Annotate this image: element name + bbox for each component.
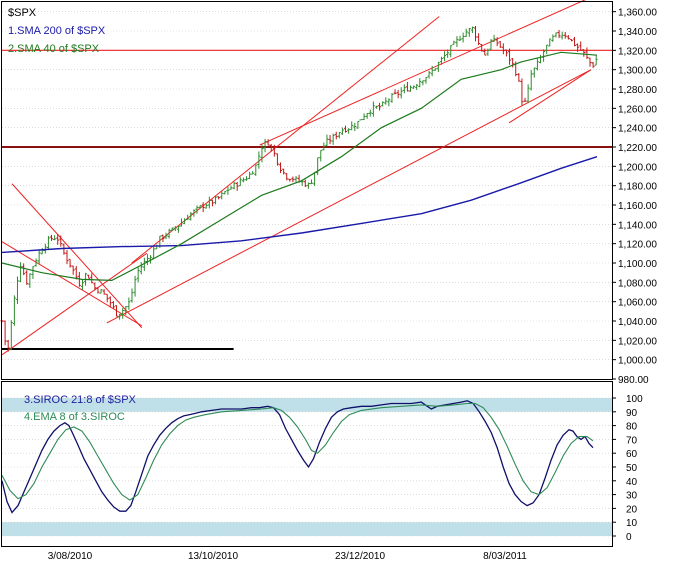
price-panel-frame xyxy=(1,1,613,380)
trend-line xyxy=(508,69,592,124)
siroc-line xyxy=(1,400,594,514)
price-y-tick-label: 1,300.00 xyxy=(618,66,657,77)
x-tick-label: 23/12/2010 xyxy=(335,551,385,562)
siroc-y-axis: 0 10 20 30 40 50 60 70 80 90 100 xyxy=(612,394,643,543)
siroc-y-tick-label: 0 xyxy=(626,532,632,543)
price-y-tick-label: 1,120.00 xyxy=(618,240,657,251)
siroc-y-tick-label: 60 xyxy=(626,449,638,460)
price-bars xyxy=(0,25,598,352)
price-y-axis: 980.00 1,000.00 1,020.00 1,040.00 1,060.00 1,… xyxy=(612,8,657,386)
price-panel: 980.00 1,000.00 1,020.00 1,040.00 1,060.00 1,… xyxy=(0,0,657,386)
x-tick-label: 3/08/2010 xyxy=(48,551,93,562)
siroc-panel-frame xyxy=(1,381,613,547)
siroc-panel: 0 10 20 30 40 50 60 70 80 90 100 3.SIROC 21:8 of $… xyxy=(1,381,643,547)
price-levels xyxy=(2,49,612,351)
x-tick-label: 8/03/2011 xyxy=(483,551,527,562)
price-y-tick-label: 1,160.00 xyxy=(618,201,657,212)
siroc-bands xyxy=(2,398,612,536)
price-y-tick-label: 1,220.00 xyxy=(618,143,657,154)
price-y-tick-label: 1,240.00 xyxy=(618,124,657,135)
x-tick-label: 13/10/2010 xyxy=(188,551,238,562)
siroc-band xyxy=(2,398,612,412)
price-y-tick-label: 1,340.00 xyxy=(618,27,657,38)
price-y-tick-label: 980.00 xyxy=(618,375,649,386)
siroc-y-tick-label: 100 xyxy=(626,394,643,405)
siroc-band xyxy=(2,522,612,536)
price-y-tick-label: 1,040.00 xyxy=(618,317,657,328)
price-y-tick-label: 1,260.00 xyxy=(618,104,657,115)
price-y-tick-label: 1,180.00 xyxy=(618,182,657,193)
price-y-tick-label: 1,060.00 xyxy=(618,298,657,309)
trend-line xyxy=(1,241,143,327)
siroc-y-tick-label: 30 xyxy=(626,491,638,502)
price-y-tick-label: 1,280.00 xyxy=(618,85,657,96)
trend-line xyxy=(11,183,143,329)
siroc-y-tick-label: 70 xyxy=(626,435,638,446)
siroc-y-tick-label: 80 xyxy=(626,422,638,433)
x-axis: 3/08/2010 13/10/2010 23/12/2010 8/03/2011 xyxy=(48,551,528,562)
siroc-y-tick-label: 50 xyxy=(626,463,638,474)
legend-item-siroc-ema: 4.EMA 8 of 3.SIROC xyxy=(24,411,125,423)
price-y-tick-label: 1,080.00 xyxy=(618,278,657,289)
trend-line xyxy=(1,252,148,356)
siroc-y-tick-label: 10 xyxy=(626,518,638,529)
price-y-tick-label: 1,100.00 xyxy=(618,259,657,270)
price-y-tick-label: 1,360.00 xyxy=(618,8,657,19)
price-trendlines xyxy=(1,0,592,356)
sma200-line xyxy=(1,156,598,254)
price-y-tick-label: 1,200.00 xyxy=(618,162,657,173)
siroc-y-tick-label: 20 xyxy=(626,504,638,515)
trend-line xyxy=(259,0,586,146)
price-y-tick-label: 1,000.00 xyxy=(618,356,657,367)
siroc-ema-line xyxy=(1,402,594,501)
price-y-tick-label: 1,020.00 xyxy=(618,336,657,347)
legend-item-siroc: 3.SIROC 21:8 of $SPX xyxy=(24,394,137,406)
legend-item-sma40: 2.SMA 40 of $SPX xyxy=(8,43,100,55)
price-chart-title: $SPX xyxy=(8,7,37,19)
siroc-y-tick-label: 90 xyxy=(626,408,638,419)
price-y-tick-label: 1,320.00 xyxy=(618,46,657,57)
siroc-y-tick-label: 40 xyxy=(626,477,638,488)
price-y-tick-label: 1,140.00 xyxy=(618,220,657,231)
sma40-line xyxy=(1,51,598,282)
trend-line xyxy=(106,69,592,324)
trend-line xyxy=(131,16,440,264)
legend-item-sma200: 1.SMA 200 of $SPX xyxy=(8,25,106,37)
